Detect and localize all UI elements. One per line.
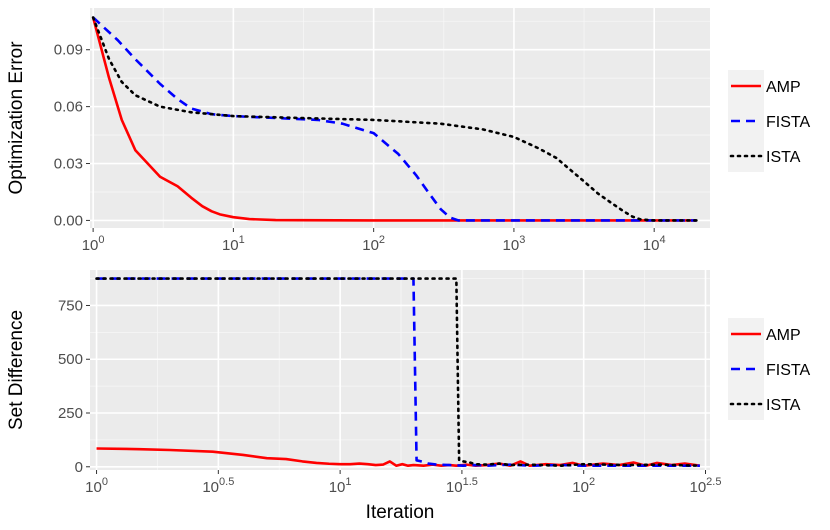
x-tick-label: 100	[85, 476, 108, 496]
legend: AMP FISTA ISTA	[728, 318, 810, 420]
y-tick-label: 250	[58, 405, 83, 422]
legend-label-ista: ISTA	[766, 397, 801, 414]
y-tick-label: 0	[75, 459, 83, 476]
plot-background	[90, 270, 710, 470]
series-line-ista	[95, 277, 702, 468]
legend: AMP FISTA ISTA	[728, 70, 810, 172]
x-tick-label: 102.5	[689, 476, 721, 496]
y-tick-label: 0.09	[54, 42, 83, 59]
y-axis-title: Optimization Error	[6, 41, 27, 195]
y-tick-label: 0.03	[54, 156, 83, 173]
legend-label-fista: FISTA	[766, 114, 810, 131]
series-line-ista	[91, 16, 698, 222]
x-tick-label: 102	[572, 476, 595, 496]
x-tick-label: 100.5	[202, 476, 234, 496]
x-tick-label: 104	[643, 234, 666, 254]
series-group	[95, 277, 702, 468]
legend-label-amp: AMP	[766, 79, 801, 96]
y-tick-label: 500	[58, 351, 83, 368]
y-tick-label: 750	[58, 297, 83, 314]
x-tick-label: 101	[329, 476, 352, 496]
series-line-fista	[92, 16, 697, 222]
legend-label-amp: AMP	[766, 327, 801, 344]
x-tick-label: 100	[82, 234, 105, 254]
chart-panel-set-difference: 100 100.5 101 101.5 102 102.5 0 250 500 750 Set Di…	[6, 270, 721, 523]
y-tick-label: 0.00	[54, 212, 83, 229]
plot-background	[90, 8, 710, 228]
x-tick-label: 101.5	[446, 476, 478, 496]
x-tick-label: 101	[222, 234, 245, 254]
series-group	[91, 16, 698, 222]
x-tick-label: 102	[362, 234, 385, 254]
legend-label-fista: FISTA	[766, 362, 810, 379]
series-line-amp	[91, 17, 697, 222]
x-tick-label: 103	[503, 234, 526, 254]
x-axis-title: Iteration	[366, 502, 435, 523]
legend-label-ista: ISTA	[766, 149, 801, 166]
chart-panel-optimization-error: 100 101 102 103 104 0.00 0.03 0.06 0.09 Optimizat…	[6, 8, 710, 254]
y-tick-label: 0.06	[54, 99, 83, 116]
y-axis-title: Set Difference	[6, 310, 27, 430]
